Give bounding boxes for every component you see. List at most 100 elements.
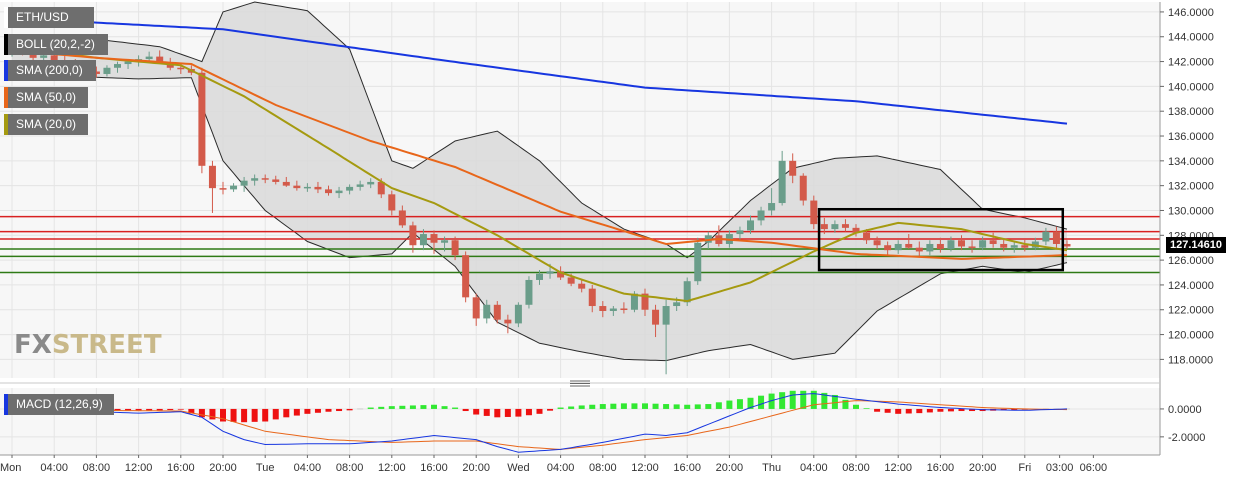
candle-body bbox=[50, 55, 58, 61]
x-tick-label: 08:00 bbox=[589, 462, 617, 474]
candle-body bbox=[29, 52, 37, 58]
candle-body bbox=[799, 175, 807, 201]
macd-histogram-bar bbox=[198, 408, 205, 418]
candle-body bbox=[1042, 231, 1050, 242]
macd-histogram-bar bbox=[146, 408, 153, 411]
candle-body bbox=[936, 243, 944, 249]
y-tick-label: 136.0000 bbox=[1168, 131, 1214, 143]
x-tick-label: 20:00 bbox=[462, 462, 490, 474]
candle-body bbox=[694, 242, 702, 282]
candle-body bbox=[620, 308, 628, 311]
candle-body bbox=[1063, 243, 1071, 247]
legend-boll[interactable]: BOLL (20,2,-2) bbox=[4, 34, 108, 55]
candle-body bbox=[282, 181, 290, 186]
macd-signal-line bbox=[11, 400, 1068, 450]
macd-histogram-bar bbox=[578, 405, 585, 409]
macd-histogram-bar bbox=[125, 408, 132, 411]
x-tick-label: 16:00 bbox=[167, 462, 195, 474]
macd-histogram-bar bbox=[441, 406, 448, 409]
macd-histogram-bar bbox=[779, 392, 786, 409]
macd-histogram-bar bbox=[230, 408, 237, 422]
macd-histogram-bar bbox=[663, 404, 670, 409]
y-tick-label: 130.0000 bbox=[1168, 205, 1214, 217]
candle-body bbox=[356, 184, 364, 187]
candle-body bbox=[979, 240, 987, 248]
x-tick-label: 20:00 bbox=[209, 462, 237, 474]
legend-sma200[interactable]: SMA (200,0) bbox=[4, 60, 96, 81]
candle-body bbox=[367, 181, 375, 185]
candle-body bbox=[968, 246, 976, 248]
macd-histogram-bar bbox=[821, 392, 828, 409]
macd-histogram-bar bbox=[610, 403, 617, 409]
x-tick-label: 04:00 bbox=[547, 462, 575, 474]
macd-histogram-bar bbox=[420, 405, 427, 409]
y-tick-label: 142.0000 bbox=[1168, 57, 1214, 69]
candle-body bbox=[483, 304, 491, 319]
macd-histogram-bar bbox=[884, 408, 891, 413]
legend-swatch bbox=[4, 34, 8, 55]
macd-histogram-bar bbox=[958, 408, 965, 412]
x-tick-label: Fri bbox=[1018, 462, 1031, 474]
candle-body bbox=[472, 297, 480, 319]
sma50-line bbox=[11, 49, 1068, 260]
candle-body bbox=[40, 55, 48, 58]
macd-histogram-bar bbox=[357, 408, 364, 410]
candle-body bbox=[92, 71, 100, 74]
candle-body bbox=[736, 230, 744, 235]
legend-swatch bbox=[4, 7, 8, 28]
x-tick-label: 16:00 bbox=[673, 462, 701, 474]
candle-body bbox=[747, 220, 754, 231]
x-tick-label: Thu bbox=[762, 462, 781, 474]
legend-macd[interactable]: MACD (12,26,9) bbox=[4, 394, 114, 415]
candle-body bbox=[884, 245, 892, 251]
bollinger-upper-line bbox=[11, 1, 1068, 259]
macd-histogram-bar bbox=[135, 408, 142, 411]
x-tick-label: 12:00 bbox=[125, 462, 153, 474]
x-tick-label: 08:00 bbox=[842, 462, 870, 474]
macd-histogram-bar bbox=[768, 393, 775, 409]
candle-body bbox=[894, 243, 902, 251]
macd-histogram-bar bbox=[800, 390, 807, 409]
fxstreet-logo: FXSTREET bbox=[14, 330, 162, 360]
candle-body bbox=[831, 224, 839, 230]
macd-histogram-bar bbox=[473, 408, 480, 415]
candle-body bbox=[493, 304, 501, 320]
candle-body bbox=[863, 232, 871, 241]
candle-body bbox=[673, 302, 681, 307]
legend-sma20[interactable]: SMA (20,0) bbox=[4, 114, 88, 135]
candle-body bbox=[419, 234, 427, 246]
logo-part-street: STREET bbox=[51, 330, 162, 360]
macd-histogram-bar bbox=[367, 407, 374, 409]
macd-histogram-bar bbox=[589, 404, 596, 409]
macd-histogram-bar bbox=[314, 408, 321, 413]
macd-histogram-bar bbox=[895, 408, 902, 414]
macd-histogram-bar bbox=[969, 408, 976, 412]
macd-histogram-bar bbox=[536, 408, 543, 414]
legend-sma50[interactable]: SMA (50,0) bbox=[4, 87, 88, 108]
pane-resize-grip[interactable] bbox=[570, 380, 590, 387]
candle-body bbox=[314, 186, 322, 190]
x-tick-label: 16:00 bbox=[420, 462, 448, 474]
candle-body bbox=[841, 224, 849, 228]
macd-histogram-bar bbox=[684, 404, 691, 409]
candle-body bbox=[103, 67, 111, 74]
y-tick-label: 126.0000 bbox=[1168, 255, 1214, 267]
macd-histogram-bar bbox=[346, 408, 353, 411]
y-tick-label: 138.0000 bbox=[1168, 106, 1214, 118]
x-tick-label: 20:00 bbox=[969, 462, 997, 474]
candle-body bbox=[820, 224, 828, 230]
macd-histogram-bar bbox=[220, 408, 226, 422]
macd-histogram-bar bbox=[336, 408, 343, 412]
legend-pair[interactable]: ETH/USD bbox=[4, 7, 94, 28]
candle-body bbox=[525, 279, 533, 305]
macd-histogram-bar bbox=[642, 403, 648, 409]
x-tick-label: 06:00 bbox=[1080, 462, 1108, 474]
macd-histogram-bar bbox=[736, 399, 743, 409]
macd-histogram-bar bbox=[652, 403, 659, 409]
candle-body bbox=[303, 186, 311, 189]
legend-swatch bbox=[4, 87, 8, 108]
macd-histogram-bar bbox=[283, 408, 290, 418]
legend-sma200-label: SMA (200,0) bbox=[16, 63, 83, 77]
